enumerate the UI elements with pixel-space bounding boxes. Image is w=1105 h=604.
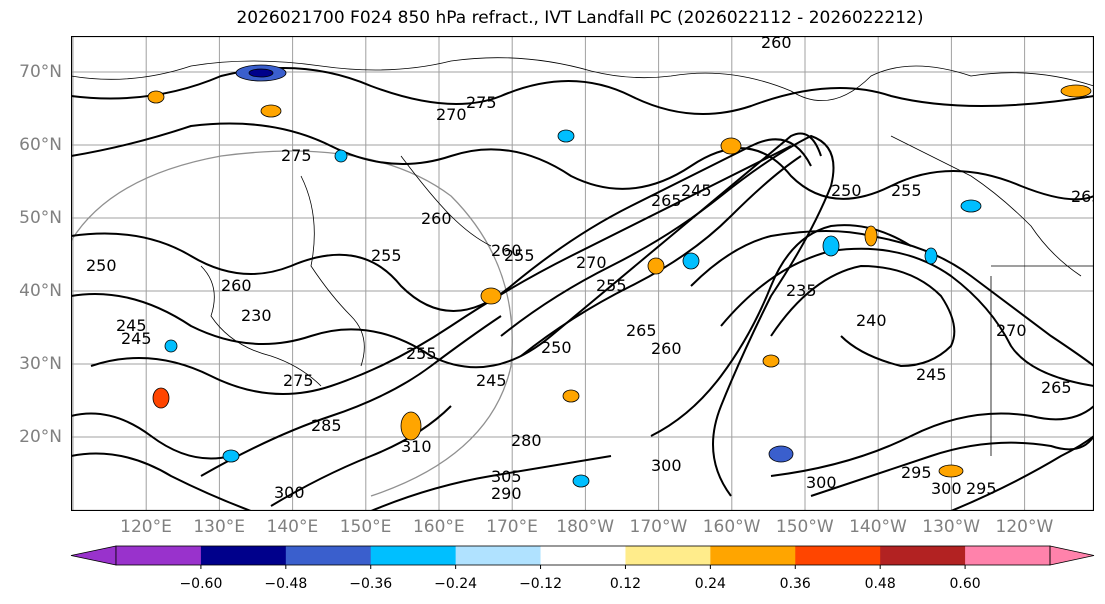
longitude-label: 150°W [775,517,834,537]
longitude-label: 120°W [995,517,1054,537]
colorbar-segment [455,546,542,565]
contour-label: 250 [86,256,117,275]
longitude-label: 140°E [266,517,319,537]
map-canvas: 2602752702752652602602552552502602452302… [70,33,1102,512]
longitude-label: 170°E [486,517,538,537]
contour-label: 265 [626,321,657,340]
contour-label: 245 [121,329,152,348]
range-circle [70,150,513,497]
contour-label: 275 [281,146,312,165]
longitude-label: 150°E [339,517,392,537]
longitude-label: 120°E [120,517,172,537]
longitude-label: 170°W [629,517,688,537]
contour-label: 250 [831,181,862,200]
contour-labels: 2602752702752652602602552552502602452302… [86,33,1102,503]
colorbar-tick-label: −0.48 [264,576,308,592]
contour-label: 245 [116,316,147,335]
colorbar-tick-label: −0.24 [434,576,478,592]
contour-label: 240 [856,311,887,330]
colorbar-segment [285,546,372,565]
contour-label: 245 [476,371,507,390]
longitude-label: 140°W [849,517,907,537]
contour-label: 260 [491,241,522,260]
contour-label: 255 [891,181,922,200]
contour-label: 300 [931,479,962,498]
contour-label: 260 [221,276,252,295]
map-panel: 2602752702752652602602552552502602452302… [70,33,1102,512]
contour-label: 255 [406,344,437,363]
contour-label: 270 [436,105,467,124]
colorbar-tick-label: −0.12 [519,576,562,592]
contour-label: 265 [1041,378,1072,397]
contour-label: 290 [491,484,522,503]
contour-label: 280 [511,431,542,450]
contour-label: 245 [681,181,712,200]
contour-label: 305 [491,467,522,486]
contour-label: 275 [466,93,497,112]
longitude-label: 160°E [412,517,465,537]
colorbar-tick-label: 0.48 [864,576,896,592]
colorbar-segment [370,546,457,565]
graticule [71,36,1094,511]
contour-label: 295 [901,463,932,482]
contour-label: 235 [786,281,817,300]
colorbar-tick-label: 0.12 [609,576,642,592]
shaded-anomalies [147,64,1092,488]
latitude-label: 70°N [19,62,62,82]
contour-label: 245 [916,365,947,384]
contour-label: 270 [576,253,607,272]
refractivity-contours [70,67,1095,512]
contour-label: 275 [283,371,314,390]
colorbar-tick-label: 0.24 [694,576,726,592]
contour-label: 260 [761,36,792,52]
contour-label: 230 [241,306,272,325]
contour-label: 270 [996,321,1027,340]
latitude-label: 20°N [19,427,62,447]
contour-label: 300 [274,483,305,502]
colorbar-segment [116,546,202,565]
contour-label: 255 [504,246,535,265]
contour-label: 260 [421,209,452,228]
contour-label: 265 [1071,187,1094,206]
longitude-label: 130°W [922,517,981,537]
map-title: 2026021700 F024 850 hPa refract., IVT La… [236,8,924,28]
colorbar-segment [540,546,626,565]
colorbar-tick-label: 0.36 [779,576,811,592]
colorbar-segment [625,546,711,565]
contour-label: 265 [651,191,682,210]
colorbar-segment [880,546,966,565]
contour-label: 255 [371,246,402,265]
contour-label: 295 [966,479,997,498]
contour-label: 310 [401,437,432,456]
contour-label: 300 [651,456,682,475]
contour-label: 260 [651,339,682,358]
latitude-label: 40°N [19,281,62,301]
colorbar-segment [200,546,287,565]
colorbar-tick-label: −0.60 [179,576,223,592]
colorbar-segment [710,546,796,565]
latitude-label: 50°N [19,208,62,228]
latitude-label: 60°N [19,135,62,155]
contour-label: 255 [596,276,627,295]
colorbar-segment [795,546,881,565]
longitude-label: 180°W [556,517,615,537]
latitude-label: 30°N [19,354,62,374]
colorbar-tick-label: −0.36 [349,576,393,592]
longitude-label: 160°W [702,517,761,537]
colorbar-tick-label: 0.60 [949,576,981,592]
contour-label: 300 [806,473,837,492]
contour-label: 250 [541,338,572,357]
contour-label: 285 [311,416,342,435]
colorbar-extend-high [1049,545,1095,566]
longitude-label: 130°E [193,517,246,537]
colorbar-segment [965,546,1051,565]
colorbar-extend-low [70,545,117,566]
